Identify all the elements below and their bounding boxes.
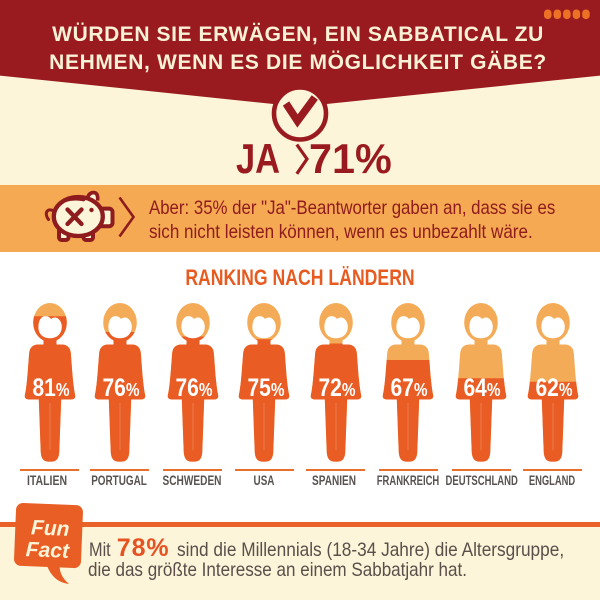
svg-text:Fact: Fact [25, 538, 70, 563]
svg-text:Fun: Fun [31, 516, 70, 541]
